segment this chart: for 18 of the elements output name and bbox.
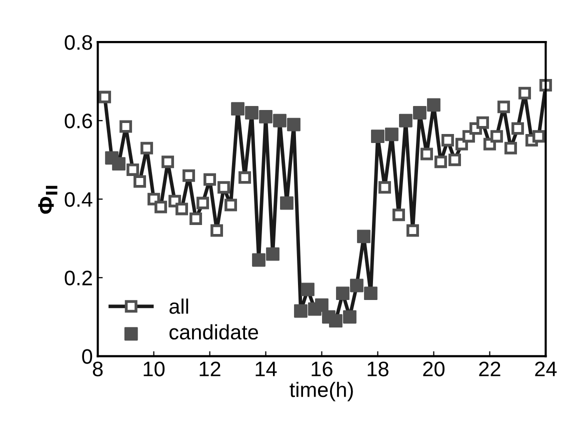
y-tick-label: 0.8 <box>64 35 92 50</box>
y-tick-label: 0.4 <box>64 192 92 207</box>
x-tick-label: 12 <box>200 362 220 376</box>
y-axis-title: Φ$_{II}$ <box>38 186 58 214</box>
x-tick-label: 8 <box>92 362 103 376</box>
x-tick-label: 16 <box>312 362 332 376</box>
x-axis-title: time(h) <box>290 382 353 402</box>
x-tick-label: 22 <box>479 362 500 376</box>
x-tick-label: 20 <box>423 362 444 376</box>
x-tick-label: 18 <box>368 362 388 376</box>
x-tick-label: 10 <box>144 362 165 376</box>
legend-label: all <box>170 298 188 314</box>
x-tick-label: 24 <box>535 362 557 376</box>
y-tick-label: 0.6 <box>64 114 92 128</box>
legend-label: candidate <box>170 324 258 340</box>
y-tick-label: 0.2 <box>64 270 92 286</box>
y-tick-label: 0 <box>82 349 92 364</box>
x-tick-label: 14 <box>256 362 277 376</box>
